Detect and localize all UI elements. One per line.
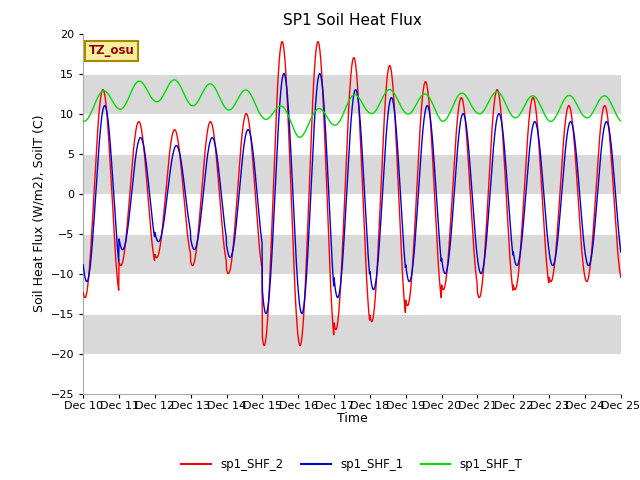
sp1_SHF_T xyxy=(198,90,206,96)
Y-axis label: Soil Heat Flux (W/m2), SoilT (C): Soil Heat Flux (W/m2), SoilT (C) xyxy=(32,115,45,312)
Text: TZ_osu: TZ_osu xyxy=(88,44,134,58)
sp1_SHF_2 xyxy=(617,275,625,280)
X-axis label: Time: Time xyxy=(337,412,367,425)
sp1_SHF_1 xyxy=(198,204,206,210)
Bar xyxy=(83,73,621,114)
sp1_SHF_2 xyxy=(291,285,299,290)
sp1_SHF_2 xyxy=(524,136,531,142)
Line: sp1_SHF_1: sp1_SHF_1 xyxy=(83,73,621,313)
sp1_SHF_T xyxy=(435,115,443,120)
sp1_SHF_2 xyxy=(79,289,87,295)
sp1_SHF_T xyxy=(570,96,578,102)
sp1_SHF_1 xyxy=(304,248,312,254)
sp1_SHF_2 xyxy=(198,185,206,191)
sp1_SHF_1 xyxy=(617,249,625,255)
sp1_SHF_T xyxy=(296,134,303,140)
sp1_SHF_1 xyxy=(262,311,270,316)
sp1_SHF_1 xyxy=(291,232,299,238)
sp1_SHF_T xyxy=(617,118,625,124)
sp1_SHF_2 xyxy=(304,218,312,224)
Title: SP1 Soil Heat Flux: SP1 Soil Heat Flux xyxy=(283,13,421,28)
sp1_SHF_1 xyxy=(79,262,87,268)
sp1_SHF_2 xyxy=(260,343,268,348)
sp1_SHF_T xyxy=(79,118,87,124)
sp1_SHF_2 xyxy=(278,39,286,45)
Bar xyxy=(83,154,621,193)
sp1_SHF_2 xyxy=(435,271,443,276)
sp1_SHF_1 xyxy=(435,232,443,238)
sp1_SHF_1 xyxy=(280,71,288,76)
sp1_SHF_T xyxy=(291,128,298,133)
sp1_SHF_T xyxy=(170,77,178,83)
Legend: sp1_SHF_2, sp1_SHF_1, sp1_SHF_T: sp1_SHF_2, sp1_SHF_1, sp1_SHF_T xyxy=(177,454,527,476)
Line: sp1_SHF_2: sp1_SHF_2 xyxy=(83,42,621,346)
Line: sp1_SHF_T: sp1_SHF_T xyxy=(83,80,621,137)
sp1_SHF_2 xyxy=(570,133,578,139)
sp1_SHF_1 xyxy=(570,129,578,135)
sp1_SHF_1 xyxy=(524,170,531,176)
Bar xyxy=(83,234,621,274)
sp1_SHF_T xyxy=(524,97,531,103)
Bar xyxy=(83,313,621,354)
sp1_SHF_T xyxy=(304,123,312,129)
